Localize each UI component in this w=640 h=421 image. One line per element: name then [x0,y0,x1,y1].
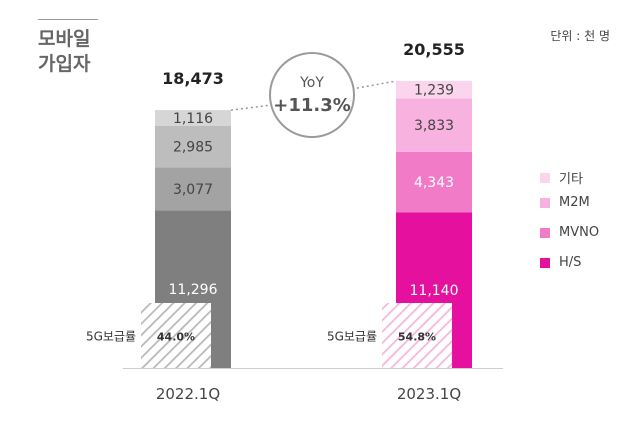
bar-segment [396,81,472,99]
segment-value-label: 1,116 [173,111,213,127]
category-label: 2023.1Q [397,385,461,403]
total-value-label: 18,473 [162,69,224,88]
bar-segment [155,110,231,126]
title-line-2: 가입자 [38,53,91,75]
fiveg-hatch-box [382,303,452,368]
fiveg-label: 5G보급률 [86,330,136,344]
title-divider [38,19,98,20]
legend-item: MVNO [540,225,599,240]
legend-item: M2M [540,195,590,210]
segment-value-label: 11,140 [410,283,459,299]
yoy-value: +11.3% [273,95,351,116]
bar-segment [155,167,231,211]
title-line-1: 모바일 [38,28,91,50]
bar-segment [396,98,472,152]
fiveg-label: 5G보급률 [327,330,377,344]
legend-label: 기타 [559,172,583,187]
bar-segment [155,125,231,168]
segment-value-label: 1,239 [414,83,454,99]
legend-swatch [540,227,550,238]
legend-swatch [540,257,550,268]
yoy-circle [269,52,355,138]
bar-segment [396,151,472,213]
segment-value-label: 11,296 [169,282,218,298]
unit-label: 단위 : 천 명 [550,29,610,43]
segment-value-label: 3,833 [414,118,454,134]
legend-swatch [540,172,550,183]
fiveg-rate-label: 44.0% [157,331,195,344]
segment-value-label: 3,077 [173,182,213,198]
legend-item: 기타 [540,168,583,187]
legend-swatch [540,197,550,208]
legend-label: MVNO [559,225,600,240]
total-value-label: 20,555 [403,40,465,59]
legend-label: H/S [559,255,582,270]
category-label: 2022.1Q [156,385,220,403]
legend-item: H/S [540,255,581,270]
fiveg-hatch-box [141,303,211,368]
segment-value-label: 4,343 [414,175,454,191]
yoy-connector-left [230,104,273,111]
legend-label: M2M [559,195,590,210]
fiveg-rate-label: 54.8% [398,331,436,344]
yoy-label: YoY [299,75,324,91]
chart-title: 모바일 가입자 [38,27,118,77]
segment-value-label: 2,985 [173,140,213,156]
yoy-connector-right [351,80,397,90]
